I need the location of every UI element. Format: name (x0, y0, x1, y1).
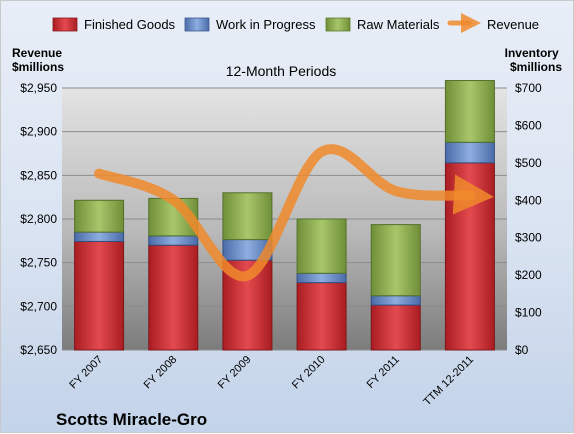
bar-work-in-progress (444, 141, 495, 164)
legend-label-finished-goods: Finished Goods (84, 17, 176, 32)
company-name: Scotts Miracle-Gro (56, 410, 207, 429)
category-label: FY 2007 (67, 354, 105, 392)
bar-finished-goods (74, 240, 125, 351)
legend-label-raw-materials: Raw Materials (357, 17, 440, 32)
bar-finished-goods (148, 244, 199, 351)
bar-finished-goods (370, 304, 421, 351)
bar-work-in-progress (74, 231, 125, 242)
category-label: FY 2009 (216, 354, 254, 392)
category-labels: FY 2007 FY 2008 FY 2009 FY 2010 FY 2011 TTM 1… (67, 354, 476, 409)
left-tick-label: $2,700 (20, 299, 57, 313)
category-label: TTM 12-2011 (421, 354, 476, 409)
legend-label-work-in-progress: Work in Progress (216, 17, 316, 32)
left-axis-title-line-1: Revenue (12, 46, 62, 60)
bar-raw-materials (296, 218, 347, 274)
legend-swatch-work-in-progress (184, 17, 210, 32)
right-tick-label: $0 (515, 343, 529, 357)
right-tick-label: $600 (515, 118, 542, 132)
bar-raw-materials (444, 80, 495, 143)
bar-work-in-progress (370, 295, 421, 306)
legend-swatch-finished-goods (52, 17, 78, 32)
left-axis-title: Revenue $millions (12, 46, 65, 74)
bar-work-in-progress (296, 272, 347, 284)
gridlines (62, 87, 507, 351)
right-axis-title: Inventory $millions (505, 46, 563, 74)
category-label: FY 2010 (290, 354, 328, 392)
left-tick-label: $2,800 (20, 212, 57, 226)
right-tick-label: $100 (515, 306, 542, 320)
legend-label-revenue: Revenue (487, 17, 539, 32)
right-tick-label: $500 (515, 156, 542, 170)
left-tick-label: $2,850 (20, 168, 57, 182)
left-tick-label: $2,750 (20, 256, 57, 270)
category-label: FY 2008 (142, 354, 180, 392)
category-label: FY 2011 (365, 354, 402, 391)
revenue-line (94, 144, 494, 282)
bar-raw-materials (74, 199, 125, 233)
bars-group (74, 80, 495, 351)
bar-raw-materials (370, 224, 421, 297)
left-axis-ticks: $2,650 $2,700 $2,750 $2,800 $2,850 $2,900 $2,9… (20, 81, 57, 357)
left-tick-label: $2,950 (20, 81, 57, 95)
right-axis-title-line-1: Inventory (505, 46, 559, 60)
bar-raw-materials (222, 192, 273, 241)
right-axis-title-line-2: $millions (510, 60, 562, 74)
bar-work-in-progress (148, 235, 199, 246)
revenue-line-group (94, 144, 494, 282)
right-tick-label: $200 (515, 268, 542, 282)
legend-swatch-raw-materials (325, 17, 351, 32)
left-tick-label: $2,900 (20, 125, 57, 139)
chart-title: 12-Month Periods (226, 63, 337, 79)
legend: Finished Goods Work in Progress Raw Mate… (52, 13, 539, 33)
right-tick-label: $400 (515, 193, 542, 207)
left-tick-label: $2,650 (20, 343, 57, 357)
bar-finished-goods (296, 282, 347, 351)
right-tick-label: $700 (515, 81, 542, 95)
left-axis-title-line-2: $millions (12, 60, 64, 74)
right-tick-label: $300 (515, 231, 542, 245)
right-axis-ticks: $0 $100 $200 $300 $400 $500 $600 $700 (515, 81, 542, 357)
